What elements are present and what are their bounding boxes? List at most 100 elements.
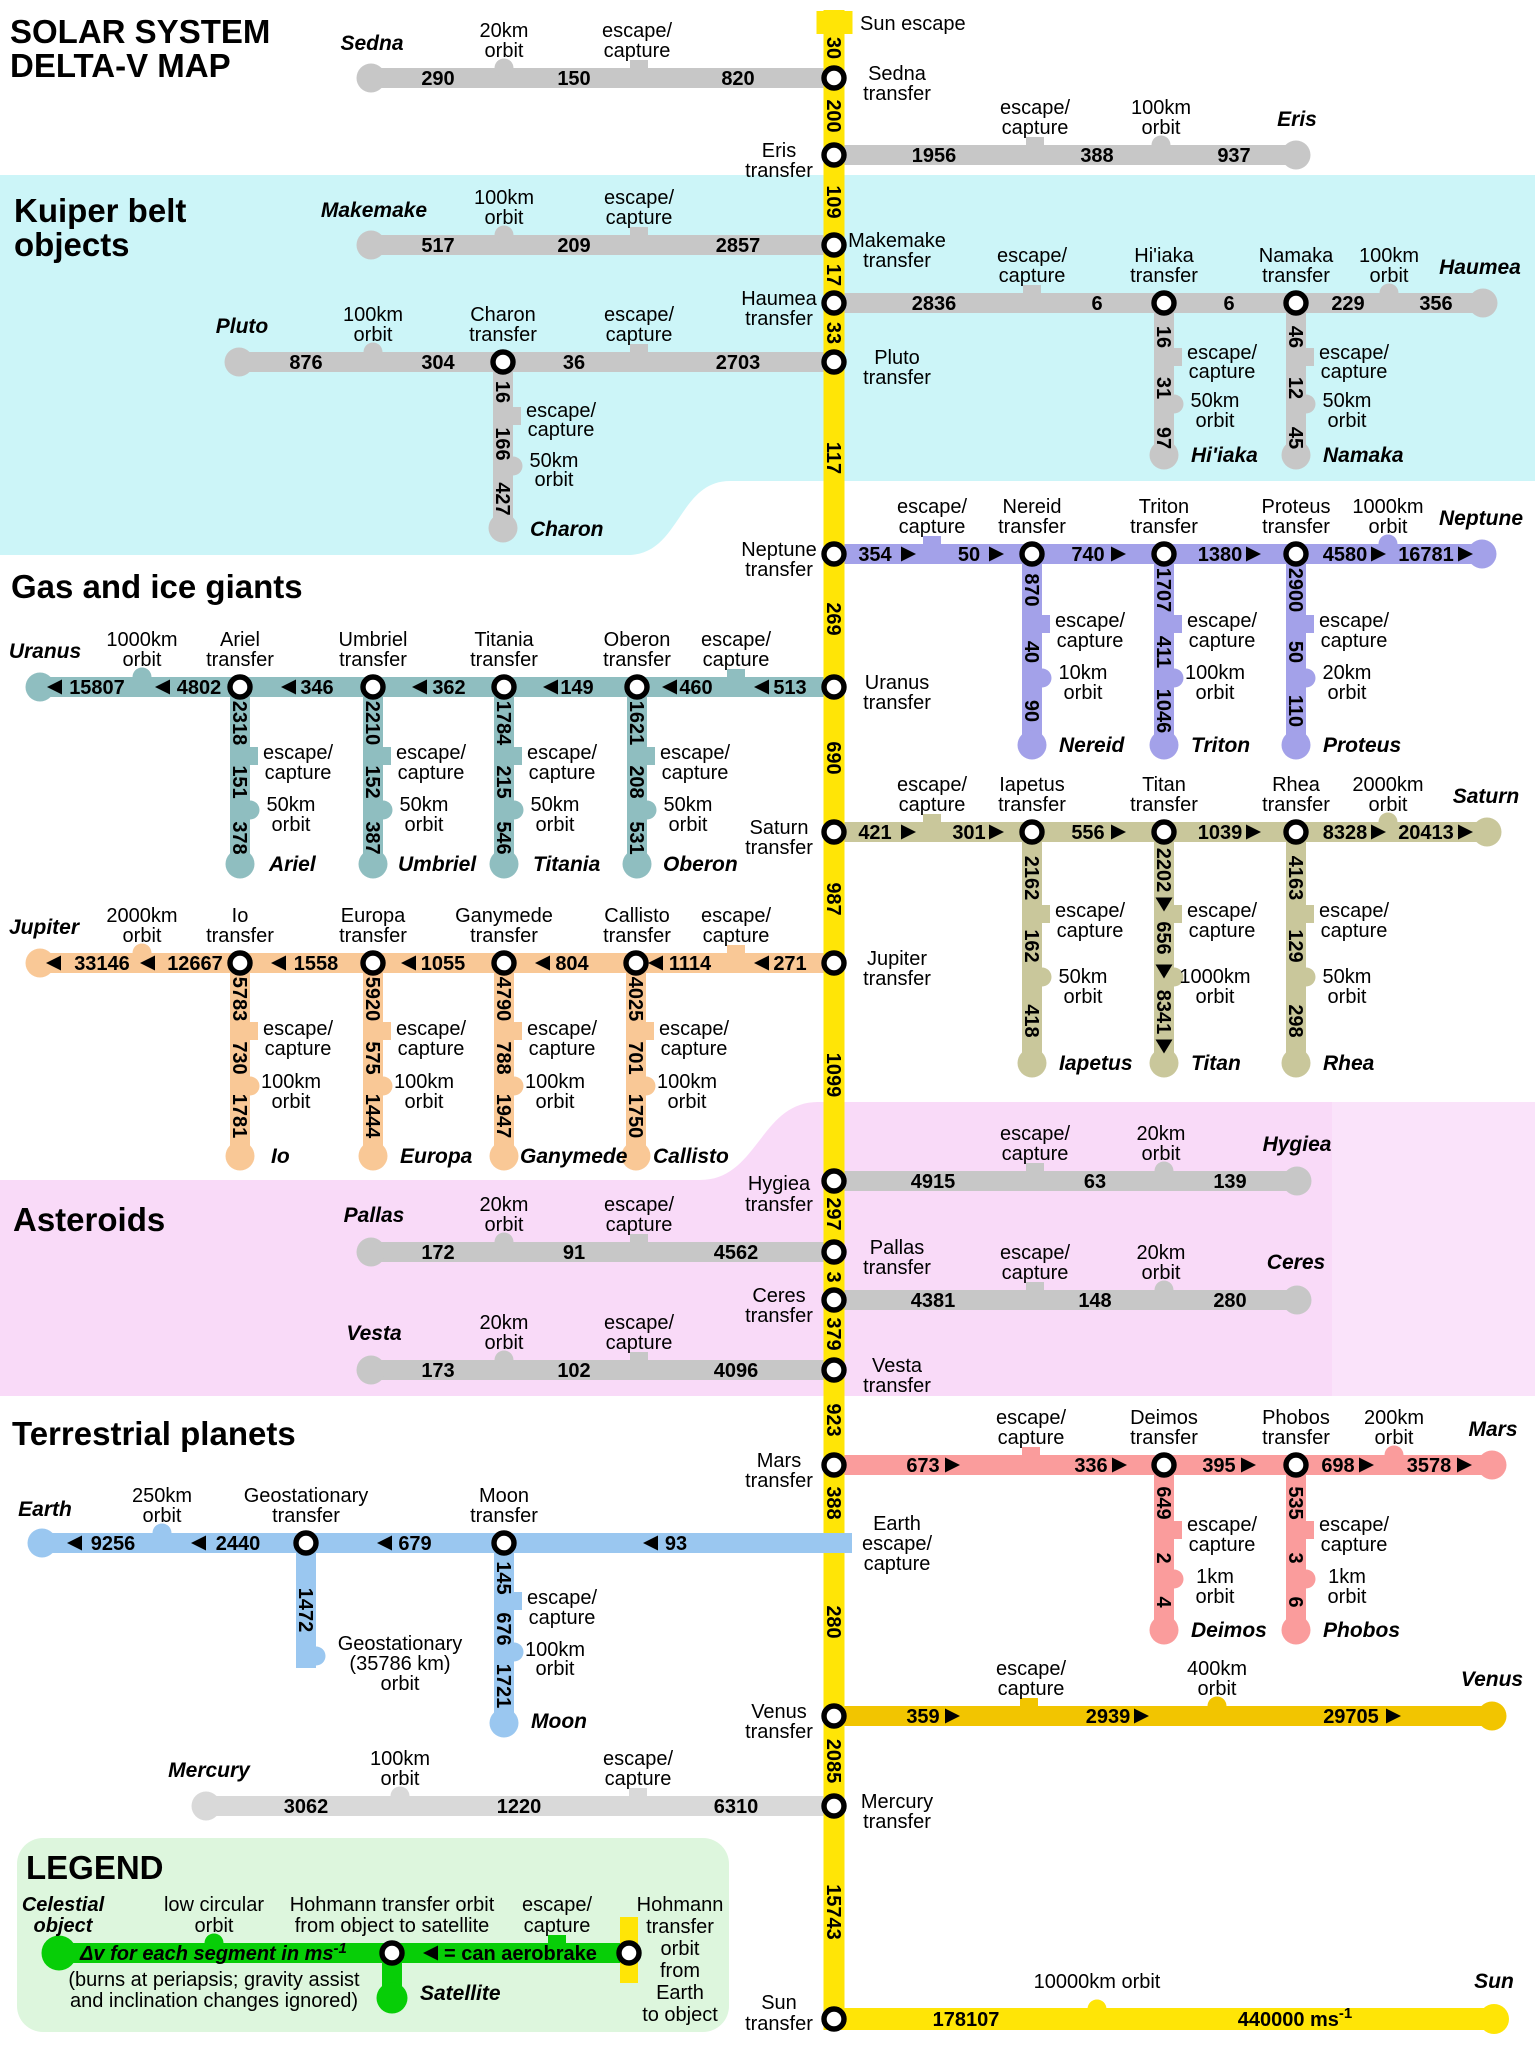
svg-text:capture: capture (662, 762, 729, 784)
svg-text:1472: 1472 (294, 1588, 316, 1633)
svg-text:1750: 1750 (624, 1094, 646, 1139)
svg-text:transfer: transfer (470, 1505, 538, 1527)
svg-text:Europa: Europa (400, 1145, 473, 1168)
svg-text:388: 388 (1080, 145, 1113, 167)
svg-text:427: 427 (491, 482, 513, 515)
svg-text:capture: capture (606, 1332, 673, 1354)
svg-text:531: 531 (625, 821, 647, 854)
svg-text:orbit: orbit (536, 1091, 575, 1113)
svg-text:10km: 10km (1059, 662, 1108, 684)
svg-text:transfer: transfer (863, 367, 931, 389)
svg-text:escape/: escape/ (659, 1018, 729, 1040)
svg-text:100km: 100km (1185, 662, 1245, 684)
svg-text:987: 987 (822, 882, 844, 915)
svg-text:30: 30 (822, 37, 844, 59)
svg-text:Titania: Titania (474, 629, 534, 651)
svg-text:capture: capture (605, 1768, 672, 1790)
svg-text:escape/: escape/ (522, 1894, 592, 1916)
svg-text:Neptune: Neptune (1439, 507, 1523, 530)
svg-text:escape/: escape/ (1319, 900, 1389, 922)
svg-text:transfer: transfer (745, 160, 813, 182)
svg-text:33: 33 (822, 322, 844, 344)
svg-text:Ariel: Ariel (220, 629, 260, 651)
svg-text:Celestial: Celestial (22, 1894, 105, 1916)
svg-text:transfer: transfer (469, 324, 537, 346)
svg-text:1039: 1039 (1198, 822, 1243, 844)
svg-text:Δv for each segment in ms-1: Δv for each segment in ms-1 (79, 1940, 347, 1965)
svg-text:escape/: escape/ (604, 187, 674, 209)
svg-text:from object to satellite: from object to satellite (295, 1915, 490, 1937)
svg-text:Deimos: Deimos (1130, 1407, 1198, 1429)
svg-text:escape/: escape/ (997, 245, 1067, 267)
svg-text:Pluto: Pluto (216, 315, 269, 338)
svg-text:transfer: transfer (1262, 794, 1330, 816)
svg-text:orbit: orbit (405, 1091, 444, 1113)
svg-text:and inclination changes ignore: and inclination changes ignored) (70, 1990, 358, 2012)
svg-text:capture: capture (703, 649, 770, 671)
svg-text:804: 804 (555, 953, 589, 975)
svg-text:Sun escape: Sun escape (860, 13, 966, 35)
svg-text:50km: 50km (400, 794, 449, 816)
svg-text:Makemake: Makemake (848, 230, 946, 252)
svg-text:2318: 2318 (228, 701, 250, 746)
svg-text:Callisto: Callisto (604, 905, 670, 927)
svg-text:escape/: escape/ (701, 629, 771, 651)
svg-text:capture: capture (1057, 920, 1124, 942)
svg-text:100km: 100km (1131, 97, 1191, 119)
svg-text:129: 129 (1284, 929, 1306, 962)
svg-text:transfer: transfer (745, 1194, 813, 1216)
svg-text:Jupiter: Jupiter (867, 948, 927, 970)
svg-text:1114: 1114 (669, 953, 712, 975)
svg-text:2836: 2836 (912, 293, 957, 315)
svg-text:Hygiea: Hygiea (1263, 1133, 1332, 1156)
svg-text:1km: 1km (1196, 1566, 1234, 1588)
svg-text:Oberon: Oberon (604, 629, 671, 651)
svg-text:Terrestrial planets: Terrestrial planets (12, 1415, 296, 1452)
svg-text:orbit: orbit (1328, 410, 1367, 432)
svg-text:3062: 3062 (284, 1796, 329, 1818)
svg-text:16781: 16781 (1398, 544, 1454, 566)
svg-text:transfer: transfer (998, 516, 1066, 538)
svg-text:162: 162 (1020, 929, 1042, 962)
svg-text:3: 3 (1284, 1552, 1306, 1563)
svg-text:40: 40 (1020, 641, 1042, 663)
svg-text:387: 387 (361, 821, 383, 854)
svg-text:orbit: orbit (536, 814, 575, 836)
svg-text:transfer: transfer (863, 1375, 931, 1397)
svg-text:transfer: transfer (206, 925, 274, 947)
svg-text:1784: 1784 (492, 701, 514, 746)
svg-text:capture: capture (529, 762, 596, 784)
svg-text:escape/: escape/ (1319, 342, 1389, 364)
svg-text:4025: 4025 (624, 977, 646, 1022)
svg-text:Hi'iaka: Hi'iaka (1191, 444, 1258, 467)
svg-text:20km: 20km (1137, 1123, 1186, 1145)
svg-text:Sedna: Sedna (868, 63, 927, 85)
svg-text:50km: 50km (267, 794, 316, 816)
svg-text:173: 173 (421, 1360, 454, 1382)
svg-text:556: 556 (1071, 822, 1104, 844)
svg-text:Haumea: Haumea (1439, 256, 1521, 279)
svg-text:679: 679 (398, 1533, 431, 1555)
svg-text:151: 151 (228, 765, 250, 798)
svg-text:15743: 15743 (822, 1884, 844, 1940)
svg-text:673: 673 (906, 1455, 939, 1477)
svg-text:Sedna: Sedna (340, 32, 403, 55)
svg-text:575: 575 (361, 1041, 383, 1074)
svg-text:91: 91 (563, 1242, 585, 1264)
svg-text:to object: to object (642, 2004, 718, 2026)
svg-text:Moon: Moon (531, 1710, 587, 1733)
svg-text:200km: 200km (1364, 1407, 1424, 1429)
svg-text:6: 6 (1091, 293, 1102, 315)
svg-text:transfer: transfer (206, 649, 274, 671)
svg-text:capture: capture (1321, 630, 1388, 652)
svg-text:capture: capture (998, 1678, 1065, 1700)
svg-text:229: 229 (1331, 293, 1364, 315)
svg-text:Titania: Titania (533, 853, 601, 876)
svg-text:676: 676 (492, 1612, 514, 1645)
svg-text:1956: 1956 (912, 145, 957, 167)
svg-text:395: 395 (1202, 1455, 1235, 1477)
svg-text:Triton: Triton (1191, 734, 1250, 757)
svg-text:690: 690 (822, 741, 844, 774)
svg-text:orbit: orbit (1196, 410, 1235, 432)
svg-text:capture: capture (1189, 920, 1256, 942)
